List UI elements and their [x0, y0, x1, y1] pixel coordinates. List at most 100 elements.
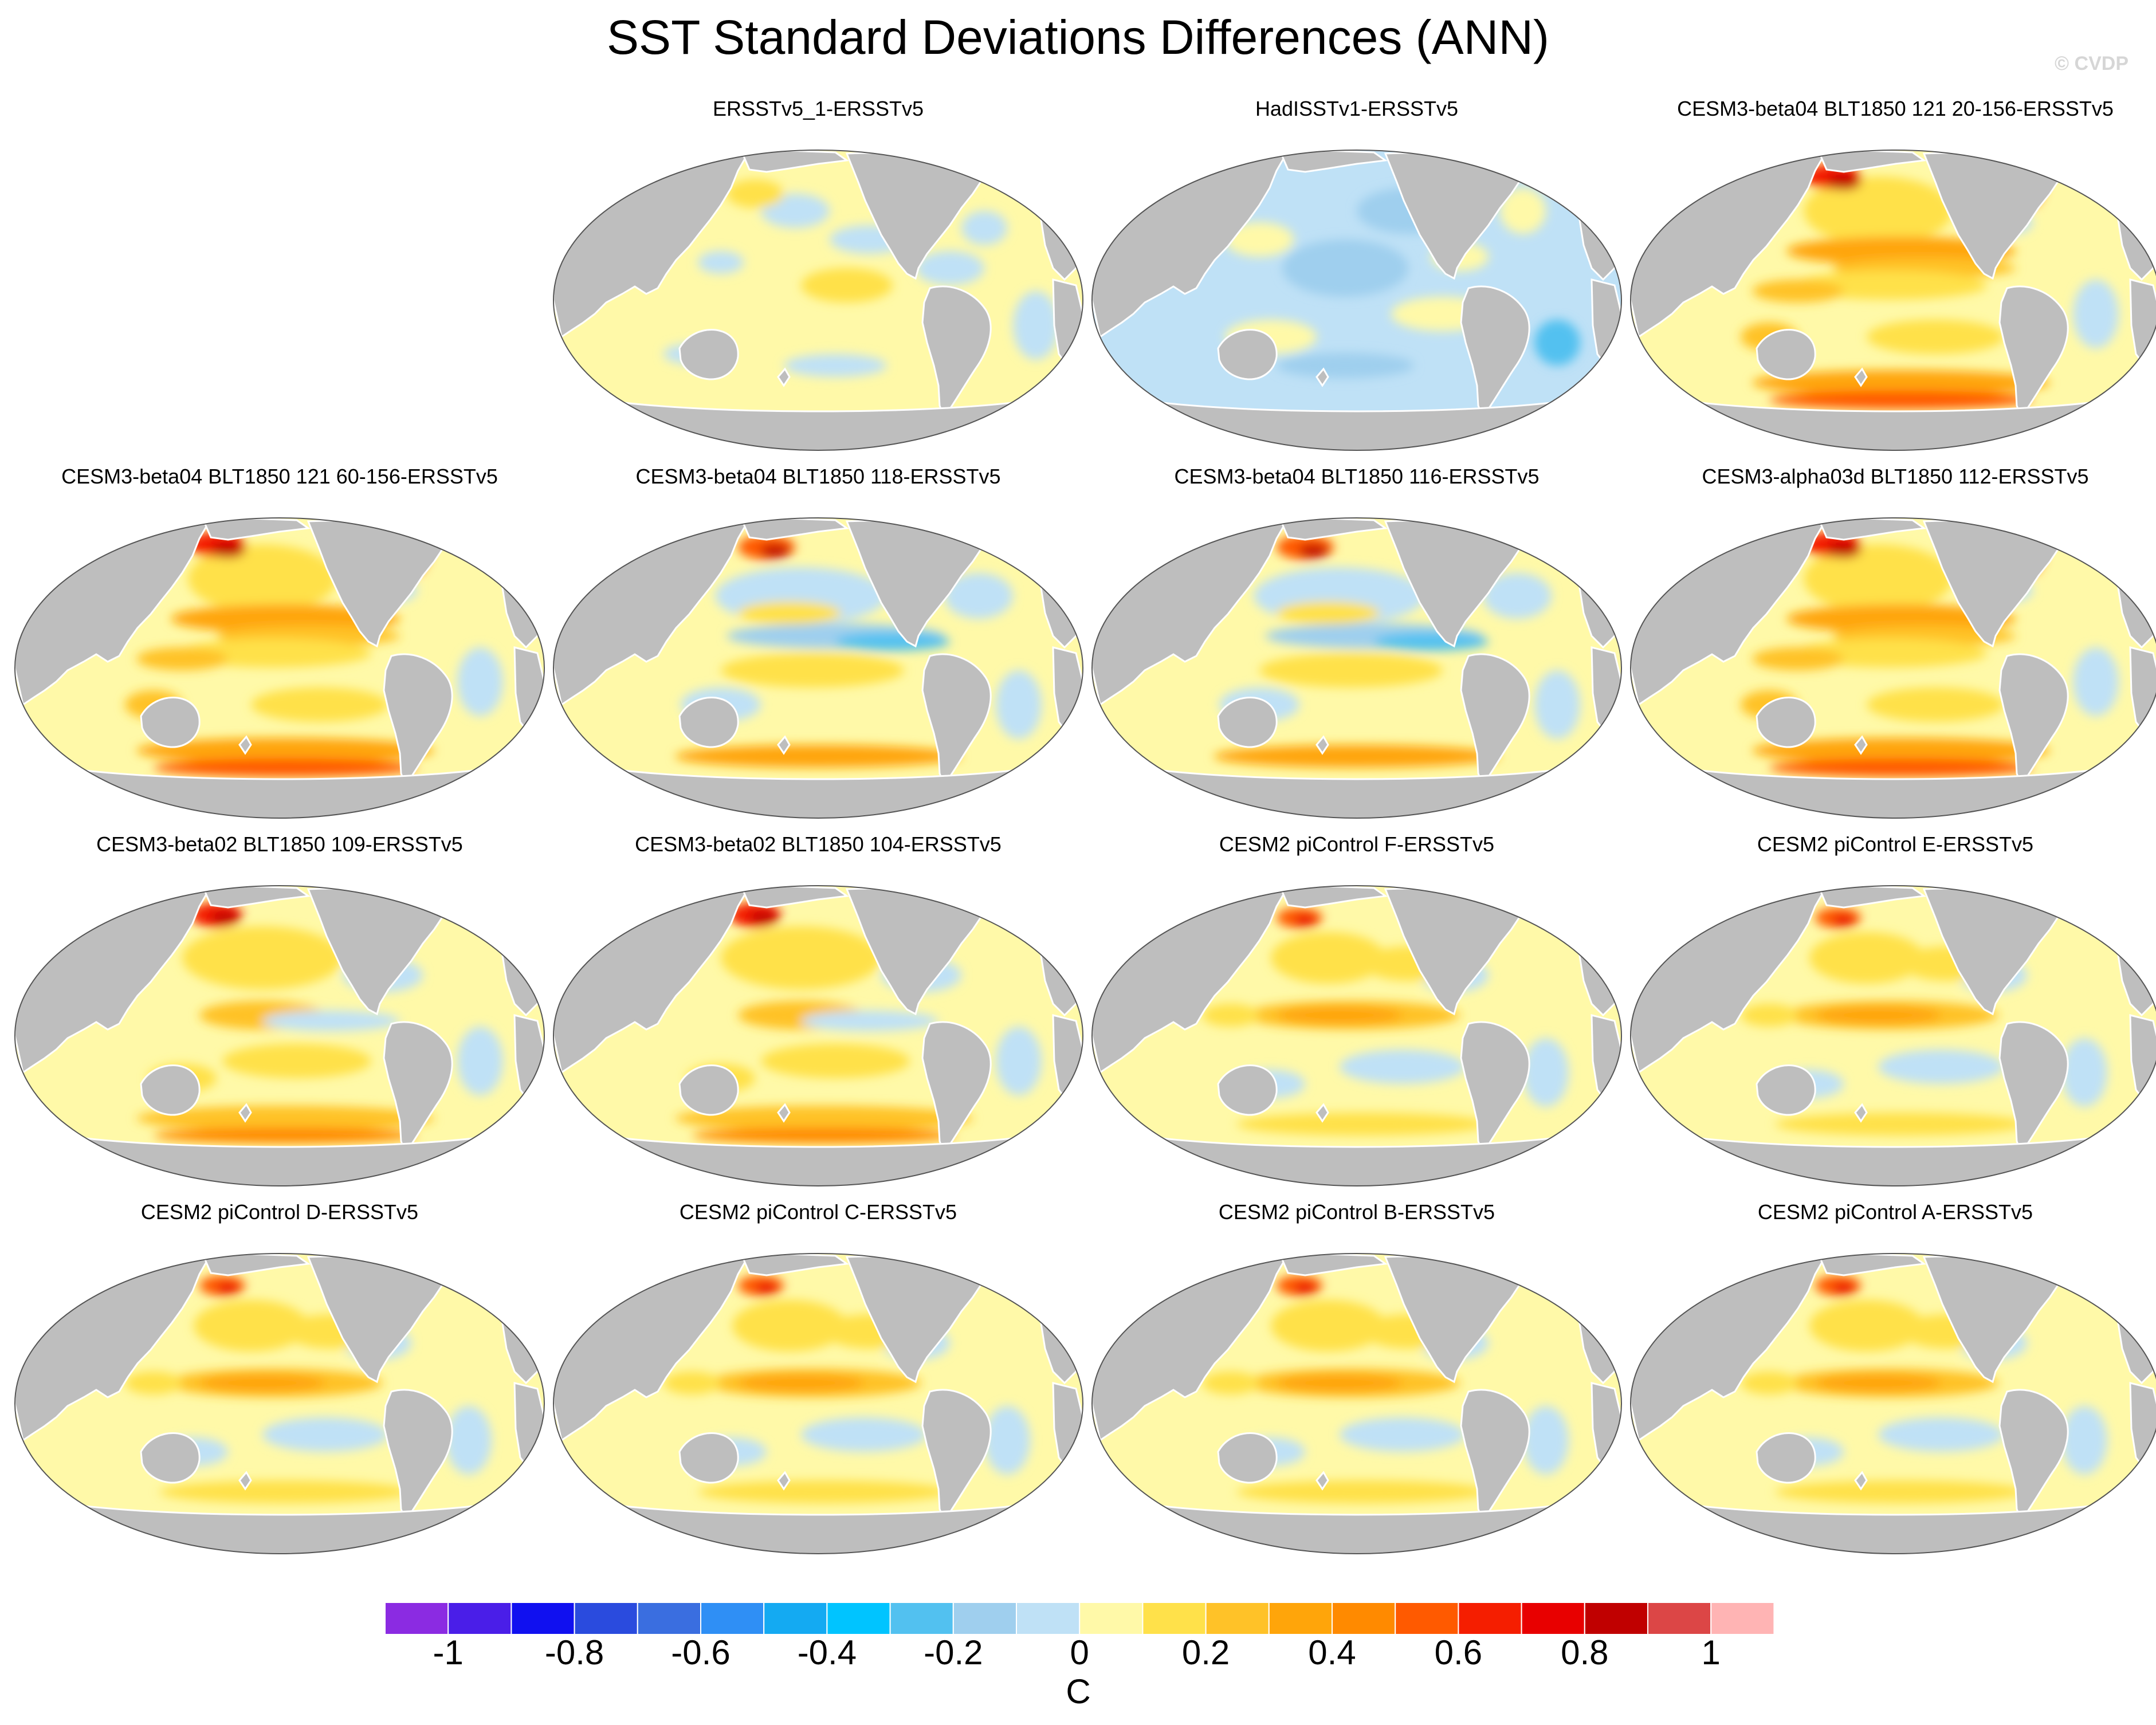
sst-anomaly-patch	[749, 911, 779, 925]
sst-anomaly-patch	[188, 544, 337, 613]
colorbar-swatch	[1395, 1602, 1459, 1635]
land-greenland	[983, 1254, 1043, 1282]
land-alaska	[202, 518, 311, 541]
sst-anomaly-patch	[996, 670, 1042, 739]
colorbar-swatch	[1205, 1602, 1270, 1635]
sst-difference-map	[14, 1253, 545, 1554]
land-alaska	[1279, 518, 1388, 541]
land-australia	[140, 1432, 201, 1484]
sst-anomaly-patch	[199, 1374, 325, 1392]
panel-title: CESM3-beta04 BLT1850 121 20-156-ERSSTv5	[1677, 97, 2114, 120]
colorbar-tick-label: 0.2	[1181, 1633, 1230, 1672]
land-greenland	[2060, 518, 2120, 547]
land-nz	[1315, 1471, 1329, 1491]
land-greenland	[1521, 886, 1582, 914]
sst-anomaly-patch	[784, 354, 887, 377]
colorbar-swatch	[447, 1602, 512, 1635]
sst-difference-map	[553, 517, 1083, 819]
panel-title: CESM3-beta04 BLT1850 116-ERSSTv5	[1174, 465, 1540, 488]
colorbar-swatch	[1268, 1602, 1333, 1635]
map-panel: CESM3-beta04 BLT1850 121 20-156-ERSSTv5	[1626, 96, 2156, 451]
sst-anomaly-patch	[1827, 174, 1861, 190]
sst-anomaly-patch	[457, 647, 503, 716]
sst-anomaly-patch	[1202, 1372, 1259, 1394]
sst-anomaly-patch	[996, 1027, 1042, 1095]
colorbar-tick-label: -1	[433, 1633, 464, 1672]
sst-anomaly-patch	[1013, 291, 1059, 360]
panel-title: HadISSTv1-ERSSTv5	[1255, 97, 1459, 120]
panel-title: CESM2 piControl A-ERSSTv5	[1757, 1200, 2033, 1224]
panel-title: CESM2 piControl C-ERSSTv5	[679, 1200, 957, 1224]
sst-anomaly-patch	[721, 926, 881, 989]
land-australia	[678, 329, 739, 380]
sst-anomaly-patch	[698, 251, 744, 274]
sst-difference-map	[1091, 1253, 1622, 1554]
panel-title: CESM3-alpha03d BLT1850 112-ERSSTv5	[1702, 465, 2089, 488]
sst-anomaly-patch	[210, 911, 240, 925]
sst-anomaly-patch	[801, 268, 893, 302]
sst-anomaly-patch	[1804, 544, 1953, 613]
watermark: © CVDP	[2055, 53, 2128, 74]
sst-anomaly-patch	[1271, 1300, 1385, 1351]
sst-anomaly-patch	[2073, 647, 2119, 716]
colorbar-swatch	[1710, 1602, 1774, 1635]
sst-anomaly-patch	[801, 1011, 938, 1031]
map-panel: CESM3-beta04 BLT1850 116-ERSSTv5	[1087, 464, 1626, 819]
sst-anomaly-patch	[1271, 932, 1385, 984]
sst-anomaly-patch	[1236, 1480, 1489, 1503]
sst-difference-map	[1630, 1253, 2156, 1554]
land-australia	[140, 1064, 201, 1116]
land-alaska	[202, 1254, 311, 1276]
sst-anomaly-patch	[1294, 915, 1317, 926]
colorbar-tick-label: 0	[1070, 1633, 1089, 1672]
land-alaska	[1279, 150, 1388, 173]
colorbar-swatch	[1584, 1602, 1649, 1635]
land-greenland	[983, 886, 1043, 914]
land-greenland	[444, 518, 505, 547]
sst-anomaly-patch	[2073, 280, 2119, 348]
sst-anomaly-patch	[194, 1300, 308, 1351]
sst-anomaly-patch	[446, 1406, 492, 1475]
sst-anomaly-patch	[1523, 1406, 1569, 1475]
sst-anomaly-patch	[738, 1374, 864, 1392]
sst-anomaly-patch	[1236, 1113, 1489, 1135]
sst-anomaly-patch	[1809, 932, 1924, 984]
land-greenland	[2060, 886, 2120, 914]
sst-anomaly-patch	[675, 1106, 973, 1131]
sst-anomaly-patch	[761, 1044, 910, 1078]
sst-anomaly-patch	[1752, 370, 2050, 395]
land-greenland	[2060, 150, 2120, 179]
sst-anomaly-patch	[944, 573, 1013, 619]
sst-anomaly-patch	[1225, 222, 1294, 257]
land-alaska	[1279, 886, 1388, 909]
colorbar-tick-label: -0.4	[797, 1633, 857, 1672]
colorbar-swatch	[763, 1602, 828, 1635]
map-panel: CESM3-beta02 BLT1850 109-ERSSTv5	[10, 832, 549, 1187]
colorbar-tick-label: 0.6	[1434, 1633, 1483, 1672]
panel-title: CESM3-beta04 BLT1850 121 60-156-ERSSTv5	[61, 465, 498, 488]
sst-anomaly-patch	[1752, 280, 1844, 302]
land-australia	[678, 1064, 739, 1116]
land-nz	[1854, 1103, 1868, 1123]
land-alaska	[1279, 1254, 1388, 1276]
sst-anomaly-patch	[1815, 1006, 1941, 1024]
sst-anomaly-patch	[1202, 1004, 1259, 1027]
sst-anomaly-patch	[136, 647, 228, 670]
land-nz	[1315, 367, 1329, 387]
sst-anomaly-patch	[217, 1283, 239, 1294]
land-greenland	[1521, 518, 1582, 547]
sst-anomaly-patch	[1340, 1050, 1466, 1084]
sst-anomaly-patch	[1752, 738, 2050, 763]
sst-anomaly-patch	[835, 632, 950, 651]
colorbar-tick-label: 1	[1701, 1633, 1721, 1672]
sst-anomaly-patch	[675, 745, 961, 768]
sst-anomaly-patch	[1294, 1283, 1317, 1294]
sst-anomaly-patch	[1277, 1374, 1403, 1392]
land-greenland	[444, 1254, 505, 1282]
sst-anomaly-patch	[1299, 544, 1329, 558]
sst-anomaly-patch	[1769, 391, 2033, 409]
colorbar-swatch	[574, 1602, 638, 1635]
map-panel: CESM2 piControl E-ERSSTv5	[1626, 832, 2156, 1187]
land-alaska	[741, 150, 850, 173]
sst-anomaly-patch	[1832, 1283, 1855, 1294]
